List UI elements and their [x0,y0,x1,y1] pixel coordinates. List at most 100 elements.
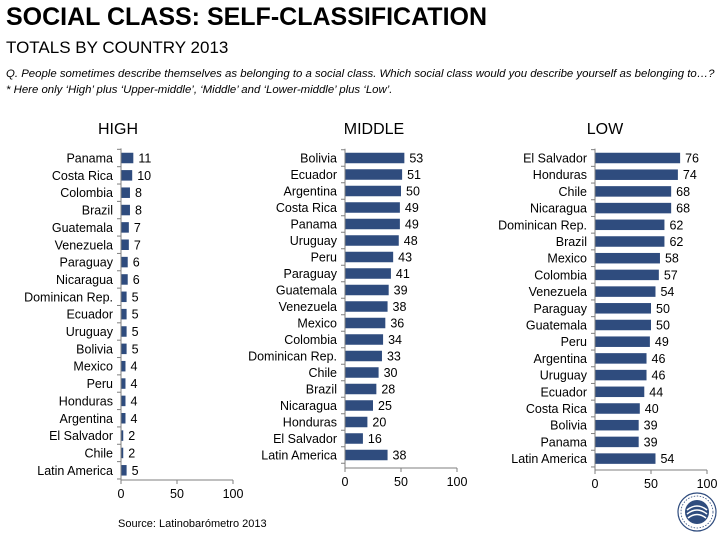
page-title: SOCIAL CLASS: SELF-CLASSIFICATION [6,3,488,31]
bar [345,350,382,362]
data-label: 49 [405,201,419,215]
category-label: Colombia [284,333,337,347]
bar [121,447,124,459]
category-label: El Salvador [523,152,587,166]
data-label: 11 [138,152,151,166]
bar [121,308,127,320]
category-label: Paraguay [533,302,587,316]
category-label: Argentina [283,185,337,199]
category-label: Chile [559,185,588,199]
category-label: Panama [290,218,337,232]
bar [121,343,127,355]
category-label: Bolivia [550,419,587,433]
bar [595,169,678,180]
bar [121,239,129,250]
bar [345,235,399,246]
category-label: Paraguay [59,256,113,270]
data-label: 76 [685,152,699,166]
data-label: 74 [683,168,697,182]
x-tick-label: 100 [223,487,244,501]
data-label: 4 [130,377,137,391]
category-label: Argentina [533,352,587,366]
bar [121,274,128,285]
bar [121,360,126,372]
data-label: 50 [656,319,670,333]
data-label: 16 [368,432,382,446]
data-label: 58 [665,252,679,266]
data-label: 46 [652,352,666,366]
data-label: 6 [133,273,140,287]
category-label: Venezuela [55,238,113,252]
category-label: Panama [540,435,587,449]
category-label: Chile [85,446,114,460]
data-label: 7 [134,221,141,235]
bar [595,419,639,431]
bar [595,436,639,448]
bar [345,367,379,378]
category-label: Uruguay [540,369,588,383]
data-label: 4 [130,394,137,408]
category-label: Brazil [556,235,587,249]
bar [121,291,127,303]
bar [345,449,388,461]
data-label: 43 [398,251,412,265]
data-label: 5 [132,342,139,356]
data-label: 49 [405,218,419,232]
bar [595,152,681,164]
category-label: Latin America [261,449,337,463]
category-label: Costa Rica [276,201,337,215]
data-label: 39 [644,435,658,449]
data-label: 48 [404,234,418,248]
bar [121,326,127,337]
data-label: 5 [132,325,139,339]
category-label: Argentina [59,412,113,426]
bar [595,236,665,247]
bar [595,219,665,231]
category-label: Costa Rica [526,402,587,416]
data-label: 4 [130,412,137,426]
category-label: Brazil [82,204,113,218]
bar [345,416,368,428]
category-label: Uruguay [66,325,114,339]
bar [121,465,127,476]
bar [345,433,363,444]
data-label: 50 [406,185,420,199]
category-label: Uruguay [290,234,338,248]
bar [121,378,126,389]
bar [345,334,384,345]
bar [595,202,672,214]
x-tick-label: 100 [697,477,718,491]
bar [121,204,130,216]
x-tick-label: 50 [394,475,408,489]
bar [345,251,394,263]
data-label: 54 [660,285,674,299]
bar [345,268,391,279]
bar [595,403,640,414]
bar [595,386,645,398]
bar [121,152,134,164]
data-label: 8 [135,204,142,218]
source-note: Source: Latinobarómetro 2013 [118,518,267,530]
category-label: Venezuela [529,285,587,299]
bar [121,413,126,424]
category-label: Dominican Rep. [498,218,587,232]
category-label: El Salvador [49,429,113,443]
category-label: Ecuador [290,168,337,182]
bar [121,430,124,441]
latinobarometro-logo [677,492,717,532]
survey-question: Q. People sometimes describe themselves … [6,68,715,96]
bar [345,185,401,197]
category-label: Dominican Rep. [24,290,113,304]
category-label: Nicaragua [530,202,587,216]
category-label: Honduras [59,394,113,408]
category-label: Honduras [283,416,337,430]
data-label: 20 [372,416,386,430]
x-tick-label: 50 [644,477,658,491]
category-label: Nicaragua [56,273,113,287]
category-label: Paraguay [283,267,337,281]
bar [345,202,400,213]
data-label: 2 [128,446,135,460]
chart-title-high: HIGH [98,121,138,138]
bar [595,269,659,281]
